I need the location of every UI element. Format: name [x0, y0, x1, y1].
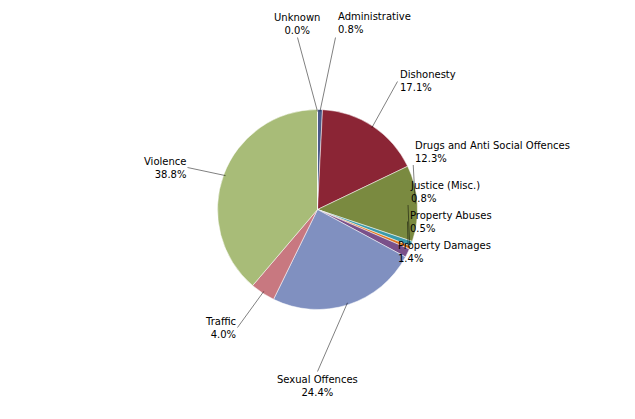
svg-text:Justice (Misc.)0.8%: Justice (Misc.)0.8%	[410, 180, 480, 204]
svg-text:Traffic4.0%: Traffic4.0%	[205, 316, 236, 340]
svg-text:Administrative0.8%: Administrative0.8%	[338, 11, 411, 35]
svg-text:Property Damages1.4%: Property Damages1.4%	[398, 240, 491, 264]
svg-text:Violence38.8%: Violence38.8%	[144, 156, 186, 180]
svg-text:Property Abuses0.5%: Property Abuses0.5%	[410, 210, 492, 234]
svg-text:Sexual Offences24.4%: Sexual Offences24.4%	[277, 374, 358, 398]
svg-text:Unknown0.0%: Unknown0.0%	[274, 12, 320, 36]
svg-text:Dishonesty17.1%: Dishonesty17.1%	[400, 69, 456, 93]
svg-text:Drugs and Anti Social Offences: Drugs and Anti Social Offences12.3%	[415, 140, 570, 164]
